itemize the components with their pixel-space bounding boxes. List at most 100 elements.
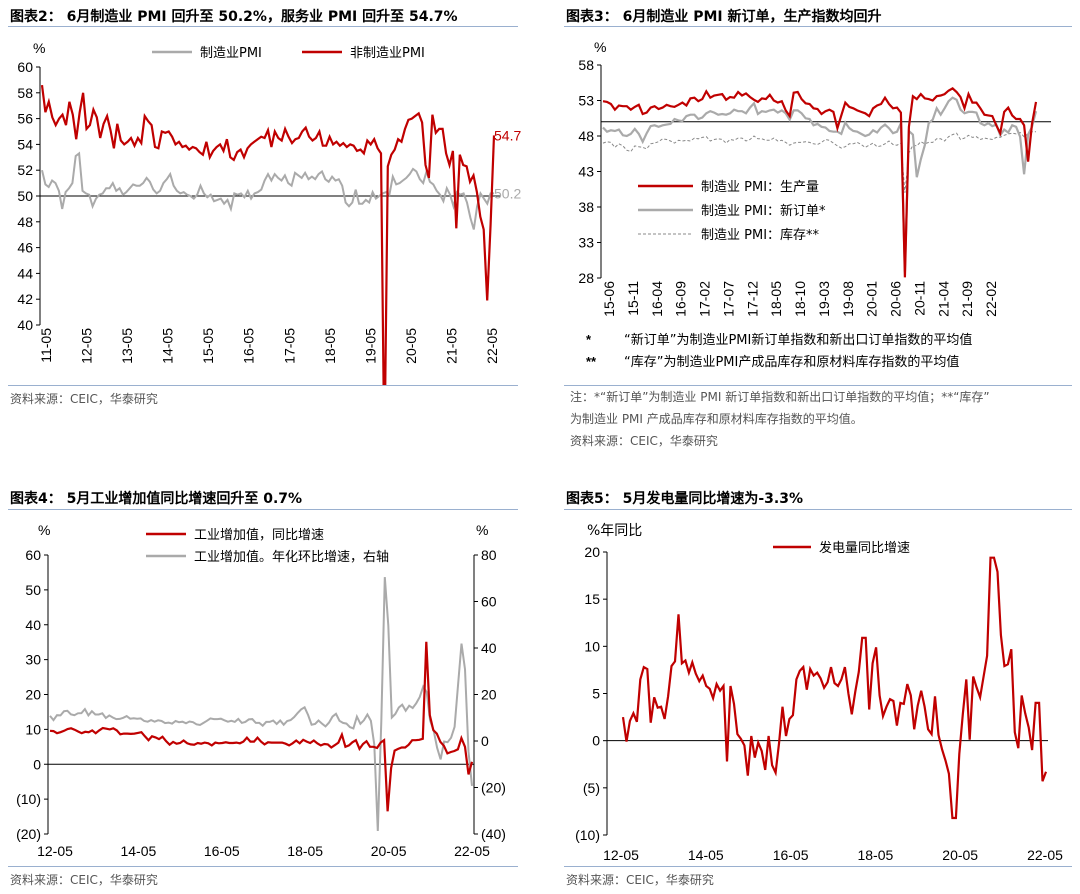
chart4-yl-tick-label: 10 (25, 721, 41, 737)
chart3-note-text: “新订单”为制造业PMI新订单指数和新出口订单指数的平均值 (624, 332, 972, 348)
chart4-yl-tick-label: (10) (16, 791, 41, 807)
chart2-x-tick-label: 20-05 (403, 328, 419, 364)
chart4-x-tick-label: 14-05 (120, 843, 156, 859)
chart2-y-tick-label: 46 (17, 240, 33, 256)
chart4-yr-tick-label: 60 (481, 594, 497, 610)
chart3-note-mark: * (586, 332, 592, 347)
chart5-y-tick-label: 0 (592, 733, 600, 749)
chart2-end-label-nonmfg: 54.7 (494, 127, 521, 143)
chart2-y-tick-label: 44 (17, 265, 33, 281)
chart5-y-tick-label: (10) (575, 827, 600, 843)
chart4-bottom-rule (8, 866, 518, 867)
chart5-x-tick-label: 20-05 (942, 847, 978, 863)
chart2-x-tick-label: 21-05 (443, 328, 459, 364)
chart4-yr-tick-label: (20) (481, 780, 506, 796)
chart3-title-rule (564, 26, 1072, 27)
chart4-ylabel-right: % (476, 522, 488, 538)
chart2-y-tick-label: 60 (17, 59, 33, 75)
chart3-x-tick-label: 20-01 (864, 281, 880, 317)
chart2-ylabel: % (33, 40, 45, 56)
chart3-y-tick-label: 38 (578, 199, 594, 215)
chart4-legend-label: 工业增加值。年化环比增速，右轴 (194, 549, 389, 565)
chart4-yl-tick-label: 20 (25, 687, 41, 703)
chart3-legend-label: 制造业 PMI：新订单* (701, 203, 826, 219)
chart2-y-tick-label: 48 (17, 214, 33, 230)
chart3-x-tick-label: 22-02 (983, 281, 999, 317)
chart3-y-tick-label: 48 (578, 128, 594, 144)
chart2-x-tick-label: 13-05 (119, 328, 135, 364)
chart4-yl-tick-label: 40 (25, 617, 41, 633)
chart3-x-tick-label: 18-05 (768, 281, 784, 317)
chart3-x-tick-label: 21-09 (959, 281, 975, 317)
chart4-title: 图表4： 5月工业增加值同比增速回升至 0.7% (10, 491, 303, 507)
chart2-y-tick-label: 52 (17, 162, 33, 178)
chart5-x-tick-label: 14-05 (688, 847, 724, 863)
chart3-x-tick-label: 15-11 (625, 281, 641, 316)
chart2-legend-label: 非制造业PMI (350, 46, 425, 61)
chart4-x-tick-label: 18-05 (287, 843, 323, 859)
chart4-yl-tick-label: 60 (25, 547, 41, 563)
chart5-ylabel: %年同比 (587, 523, 642, 539)
chart3-x-tick-label: 19-08 (840, 281, 856, 317)
chart2-x-tick-label: 14-05 (160, 328, 176, 364)
chart2-end-label-mfg: 50.2 (494, 185, 521, 201)
chart3-series-production (602, 87, 1038, 278)
chart5-y-tick-label: 20 (584, 544, 600, 560)
chart2-x-tick-label: 15-05 (200, 328, 216, 364)
chart3-footnote-line1: 注：*“新订单”为制造业 PMI 新订单指数和新出口订单指数的平均值；**“库存… (570, 390, 990, 404)
chart3-y-tick-label: 58 (578, 57, 594, 73)
chart3-note-mark: ** (586, 354, 597, 369)
chart2-bottom-rule (8, 385, 518, 386)
chart4-title-rule (8, 509, 518, 510)
chart3-bottom-rule (564, 385, 1072, 386)
chart3-x-tick-label: 16-09 (673, 281, 689, 317)
chart4-x-tick-label: 22-05 (454, 843, 490, 859)
chart2-svg: %60 58 56 54 52 50 48 46 44 42 40 11-05 12-05 13-05 14… (17, 40, 521, 385)
chart3-note-text: “库存”为制造业PMI产成品库存和原材料库存指数的平均值 (624, 354, 959, 370)
chart4-x-tick-label: 20-05 (371, 843, 407, 859)
chart4-yl-tick-label: 50 (25, 582, 41, 598)
chart2-y-tick-label: 58 (17, 85, 33, 101)
chart2-title: 图表2： 6月制造业 PMI 回升至 50.2%，服务业 PMI 回升至 54.… (10, 9, 458, 25)
chart5-svg: %年同比 20 15 10 5 0 (5) (10)12-05 14-05 16-05 18-05 2… (575, 523, 1063, 863)
chart4-series-mom-annualized (49, 577, 473, 832)
chart5-bottom-rule (564, 866, 1072, 867)
chart3-x-tick-label: 15-06 (601, 281, 617, 317)
chart2-x-tick-label: 11-05 (38, 328, 54, 363)
chart2-y-tick-label: 56 (17, 111, 33, 127)
chart5-x-tick-label: 22-05 (1027, 847, 1063, 863)
chart3-x-tick-label: 17-12 (744, 281, 760, 317)
chart4-svg: % % 60 50 40 30 20 10 0 (10) (20) 80 60 40 20 0 (20) (40)… (16, 522, 506, 859)
chart3-y-tick-label: 53 (578, 93, 594, 109)
chart2-x-tick-label: 19-05 (362, 328, 378, 364)
chart3-source: 资料来源：CEIC，华泰研究 (570, 434, 718, 448)
chart5-x-tick-label: 16-05 (773, 847, 809, 863)
chart3-svg: %58 53 48 43 38 33 28 15-06 15-11 16-04 16-09 17-02… (578, 39, 1051, 370)
chart2-x-tick-label: 22-05 (484, 328, 500, 364)
chart5-source: 资料来源：CEIC，华泰研究 (566, 873, 714, 887)
chart4-x-tick-label: 12-05 (37, 843, 73, 859)
chart2-y-tick-label: 40 (17, 317, 33, 333)
chart2-x-tick-label: 18-05 (322, 328, 338, 364)
chart3-ylabel: % (594, 39, 606, 55)
chart3-footnote-line2: 为制造业 PMI 产成品库存和原材料库存指数的平均值。 (570, 412, 863, 426)
chart5-series-power-yoy (621, 556, 1048, 820)
chart5-x-tick-label: 18-05 (857, 847, 893, 863)
chart4-series-yoy (49, 641, 474, 812)
chart2-legend-label: 制造业PMI (200, 46, 262, 61)
chart4-yr-tick-label: (40) (481, 826, 506, 842)
chart2-series-nonmfg-pmi (40, 84, 496, 385)
chart2-x-tick-label: 16-05 (241, 328, 257, 364)
chart2-x-tick-label: 12-05 (79, 328, 95, 364)
chart2-title-rule (8, 26, 518, 27)
chart3-x-tick-label: 20-06 (888, 281, 904, 317)
chart2-x-tick-label: 17-05 (281, 328, 297, 364)
chart5-y-tick-label: (5) (583, 780, 600, 796)
chart2-y-tick-label: 50 (17, 188, 33, 204)
chart3-series-inventory (602, 131, 1036, 193)
chart3-y-tick-label: 43 (578, 164, 594, 180)
chart3-legend-label: 制造业 PMI：库存** (701, 227, 820, 243)
chart5-legend-label: 发电量同比增速 (819, 540, 910, 556)
chart4-yl-tick-label: 30 (25, 652, 41, 668)
chart4-yr-tick-label: 80 (481, 547, 497, 563)
